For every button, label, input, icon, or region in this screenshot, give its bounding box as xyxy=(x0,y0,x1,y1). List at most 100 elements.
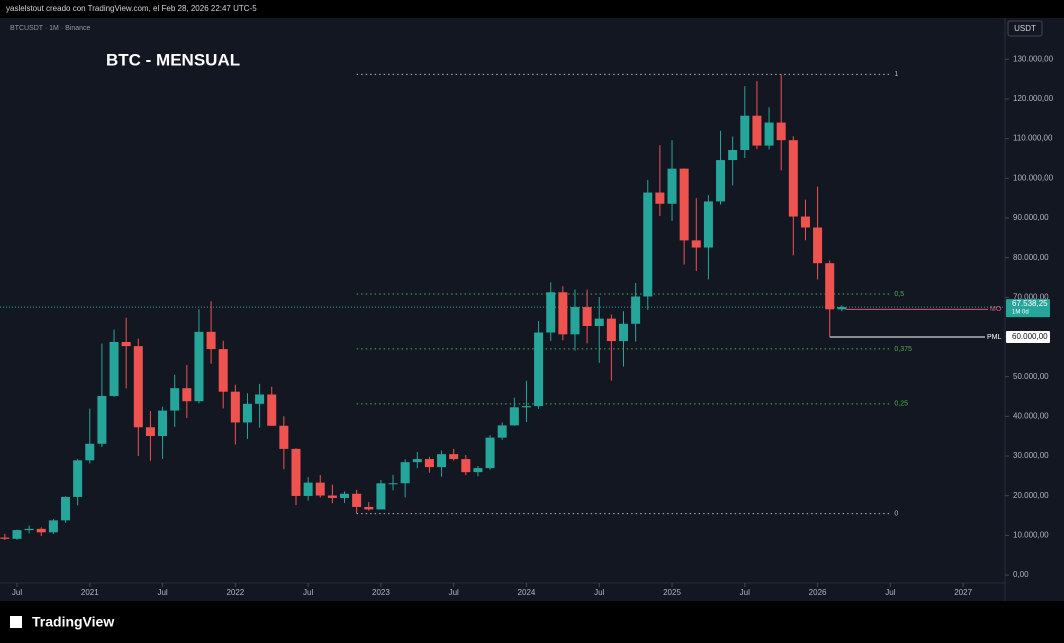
candle-body xyxy=(813,227,823,264)
x-tick-label: Jul xyxy=(157,588,167,597)
x-tick-label: 2026 xyxy=(809,588,827,597)
x-tick-label: Jul xyxy=(12,588,22,597)
candle-body xyxy=(133,346,143,428)
candle-body xyxy=(728,149,738,161)
candle-body xyxy=(12,530,22,539)
candle-body xyxy=(825,263,835,310)
y-tick-label: 30.000,00 xyxy=(1013,451,1049,460)
mo-name: MO xyxy=(990,306,1002,313)
candle-body xyxy=(388,483,398,485)
candle-body xyxy=(594,318,604,327)
candle-body xyxy=(546,292,556,333)
candle-body xyxy=(315,482,325,496)
candle-body xyxy=(570,307,580,335)
candle-body xyxy=(631,296,641,324)
candle-body xyxy=(267,394,277,426)
symbol: BTCUSDT · 1M · Binance xyxy=(10,25,90,32)
candle-body xyxy=(376,483,386,510)
candle-body xyxy=(170,388,180,411)
candle-body xyxy=(788,140,798,217)
x-tick-label: Jul xyxy=(449,588,459,597)
candle-body xyxy=(667,168,677,204)
candle-body xyxy=(73,460,83,497)
currency[interactable]: USDT xyxy=(1014,24,1036,33)
x-tick-label: Jul xyxy=(594,588,604,597)
candle-body xyxy=(691,240,701,248)
y-tick-label: 0,00 xyxy=(1013,570,1029,579)
candle-body xyxy=(716,160,726,202)
candle-body xyxy=(36,528,46,533)
countdown: 1M 0d xyxy=(1012,310,1029,316)
candle-body xyxy=(437,454,447,468)
x-tick-label: Jul xyxy=(885,588,895,597)
candle-body xyxy=(109,342,119,396)
x-tick-label: 2024 xyxy=(518,588,536,597)
y-tick-label: 80.000,00 xyxy=(1013,253,1049,262)
candle-body xyxy=(412,459,422,463)
candle-body xyxy=(85,443,95,461)
candle-body xyxy=(800,216,810,228)
y-tick-label: 130.000,00 xyxy=(1013,54,1054,63)
candle-body xyxy=(449,454,459,460)
chart-title: BTC - MENSUAL xyxy=(106,50,240,69)
candle-body xyxy=(48,520,58,533)
y-tick-label: 120.000,00 xyxy=(1013,94,1054,103)
candle-body xyxy=(400,462,410,484)
candle-body xyxy=(97,395,107,444)
fib-label: 0,25 xyxy=(894,401,908,408)
candle-body xyxy=(509,407,519,426)
fib-label: 0,375 xyxy=(894,346,912,353)
candle-body xyxy=(655,192,665,204)
candle-body xyxy=(703,201,713,248)
x-tick-label: Jul xyxy=(303,588,313,597)
candle-body xyxy=(461,459,471,473)
brand: TradingView xyxy=(32,614,114,630)
candle-body xyxy=(327,495,337,499)
candle-body xyxy=(291,448,301,496)
candle-body xyxy=(279,425,289,449)
last-price: 67.538,25 xyxy=(1012,299,1048,308)
y-tick-label: 100.000,00 xyxy=(1013,173,1054,182)
candle-body xyxy=(145,427,155,437)
y-tick-label: 10.000,00 xyxy=(1013,530,1049,539)
candle-body xyxy=(740,115,750,150)
y-tick-label: 90.000,00 xyxy=(1013,213,1049,222)
x-tick-label: 2027 xyxy=(954,588,972,597)
candle-body xyxy=(194,331,204,402)
y-tick-label: 50.000,00 xyxy=(1013,372,1049,381)
candle-body xyxy=(534,332,544,407)
candle-body xyxy=(424,459,434,468)
y-tick-label: 70.000,00 xyxy=(1013,292,1049,301)
candle-body xyxy=(606,318,616,342)
candle-body xyxy=(218,349,228,392)
candle-body xyxy=(255,394,265,404)
y-tick-label: 110.000,00 xyxy=(1013,134,1053,143)
candle-body xyxy=(364,506,374,510)
candle-body xyxy=(121,342,131,347)
candle-body xyxy=(158,410,168,437)
fib-label: 1 xyxy=(894,71,898,78)
candle-body xyxy=(24,528,34,531)
candle-body xyxy=(837,307,847,310)
y-tick-label: 20.000,00 xyxy=(1013,491,1049,500)
candle-body xyxy=(230,391,240,423)
candle-body xyxy=(485,437,495,469)
candle-body xyxy=(679,168,689,241)
candle-body xyxy=(182,388,192,402)
y-tick-label: 40.000,00 xyxy=(1013,411,1049,420)
currency-box[interactable] xyxy=(1007,20,1043,37)
candle-body xyxy=(619,323,628,342)
x-tick-label: 2025 xyxy=(663,588,681,597)
candle-body xyxy=(643,192,653,297)
candle-body xyxy=(0,537,10,539)
candle-body xyxy=(340,493,350,499)
candle-body xyxy=(352,493,362,507)
x-tick-label: Jul xyxy=(740,588,750,597)
fib-label: 0,5 xyxy=(894,291,904,298)
candle-body xyxy=(206,331,216,350)
candle-body xyxy=(558,292,568,335)
fib-label: 0 xyxy=(894,511,898,518)
candle-body xyxy=(776,122,786,141)
pml-price: 60.000,00 xyxy=(1012,332,1048,341)
